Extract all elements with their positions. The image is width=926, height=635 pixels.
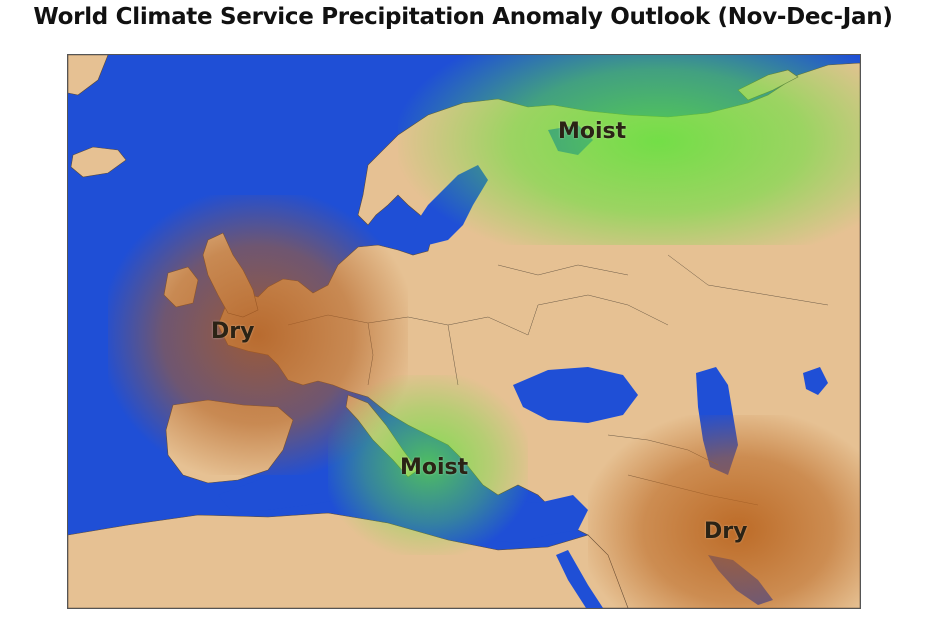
precipitation-map: Moist Dry Moist Dry xyxy=(67,54,861,609)
region-label-moist-mediterranean: Moist xyxy=(400,455,469,480)
page-title: World Climate Service Precipitation Anom… xyxy=(33,4,893,30)
region-label-moist-russia: Moist xyxy=(558,119,627,144)
land-great-britain xyxy=(202,232,259,318)
region-label-dry-middle-east: Dry xyxy=(704,519,748,544)
lake-aral xyxy=(803,367,828,395)
land-ireland xyxy=(163,266,199,308)
land-iceland xyxy=(70,146,127,178)
region-label-dry-western-europe: Dry xyxy=(211,319,255,344)
land-greenland xyxy=(68,55,109,96)
sea-black xyxy=(513,367,638,423)
land-iberia xyxy=(165,399,294,484)
